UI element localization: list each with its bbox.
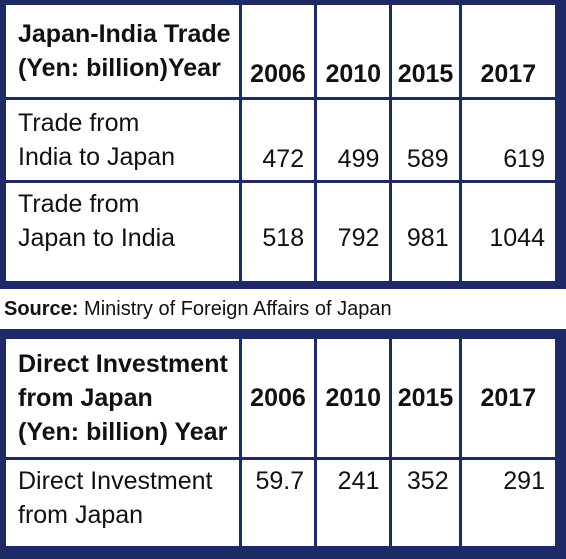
value-cell: 291 <box>461 460 555 546</box>
japan-india-trade-table: Japan-India Trade (Yen: billion)Year 200… <box>3 2 558 284</box>
source-note: Source: Ministry of Foreign Affairs of J… <box>0 289 566 329</box>
source-label: Source: <box>4 298 79 320</box>
trade-title: Japan-India Trade (Yen: billion)Year <box>6 5 239 97</box>
source-text: Ministry of Foreign Affairs of Japan <box>84 298 392 320</box>
row-label-japan-to-india: Trade from Japan to India <box>6 183 239 281</box>
row-label-line1: Trade from <box>18 190 140 218</box>
row-label-line1: Trade from <box>18 109 140 137</box>
value-cell: 981 <box>392 183 459 281</box>
trade-title-line2: (Yen: billion)Year <box>18 54 221 82</box>
investment-year-2015: 2015 <box>392 339 459 457</box>
value-cell: 241 <box>317 460 390 546</box>
investment-year-2006: 2006 <box>241 339 315 457</box>
table-row: Trade from India to Japan 472 499 589 61… <box>6 100 555 180</box>
trade-year-2015: 2015 <box>392 5 459 97</box>
value-cell: 518 <box>241 183 315 281</box>
value-cell: 792 <box>317 183 390 281</box>
trade-year-2006: 2006 <box>241 5 315 97</box>
value-cell: 352 <box>392 460 459 546</box>
value-cell: 472 <box>241 100 315 180</box>
investment-title-line2: from Japan <box>18 384 153 412</box>
value-cell: 1044 <box>461 183 555 281</box>
row-label-line1: Direct Investment <box>18 467 213 495</box>
value-cell: 59.7 <box>241 460 315 546</box>
row-label-line2: Japan to India <box>18 224 176 252</box>
trade-header-row: Japan-India Trade (Yen: billion)Year 200… <box>6 5 555 97</box>
investment-year-2010: 2010 <box>317 339 390 457</box>
investment-year-2017: 2017 <box>461 339 555 457</box>
trade-year-2017: 2017 <box>461 5 555 97</box>
row-label-line2: from Japan <box>18 501 144 529</box>
investment-title-line3: (Yen: billion) Year <box>18 418 228 446</box>
row-label-india-to-japan: Trade from India to Japan <box>6 100 239 180</box>
trade-year-2010: 2010 <box>317 5 390 97</box>
investment-title: Direct Investment from Japan (Yen: billi… <box>6 339 239 457</box>
value-cell: 619 <box>461 100 555 180</box>
table-row: Trade from Japan to India 518 792 981 10… <box>6 183 555 281</box>
value-cell: 499 <box>317 100 390 180</box>
direct-investment-table: Direct Investment from Japan (Yen: billi… <box>3 336 558 549</box>
trade-title-line1: Japan-India Trade <box>18 20 231 48</box>
investment-header-row: Direct Investment from Japan (Yen: billi… <box>6 339 555 457</box>
value-cell: 589 <box>392 100 459 180</box>
row-label-line2: India to Japan <box>18 143 176 171</box>
investment-title-line1: Direct Investment <box>18 350 228 378</box>
row-label-direct-investment: Direct Investment from Japan <box>6 460 239 546</box>
table-row: Direct Investment from Japan 59.7 241 35… <box>6 460 555 546</box>
